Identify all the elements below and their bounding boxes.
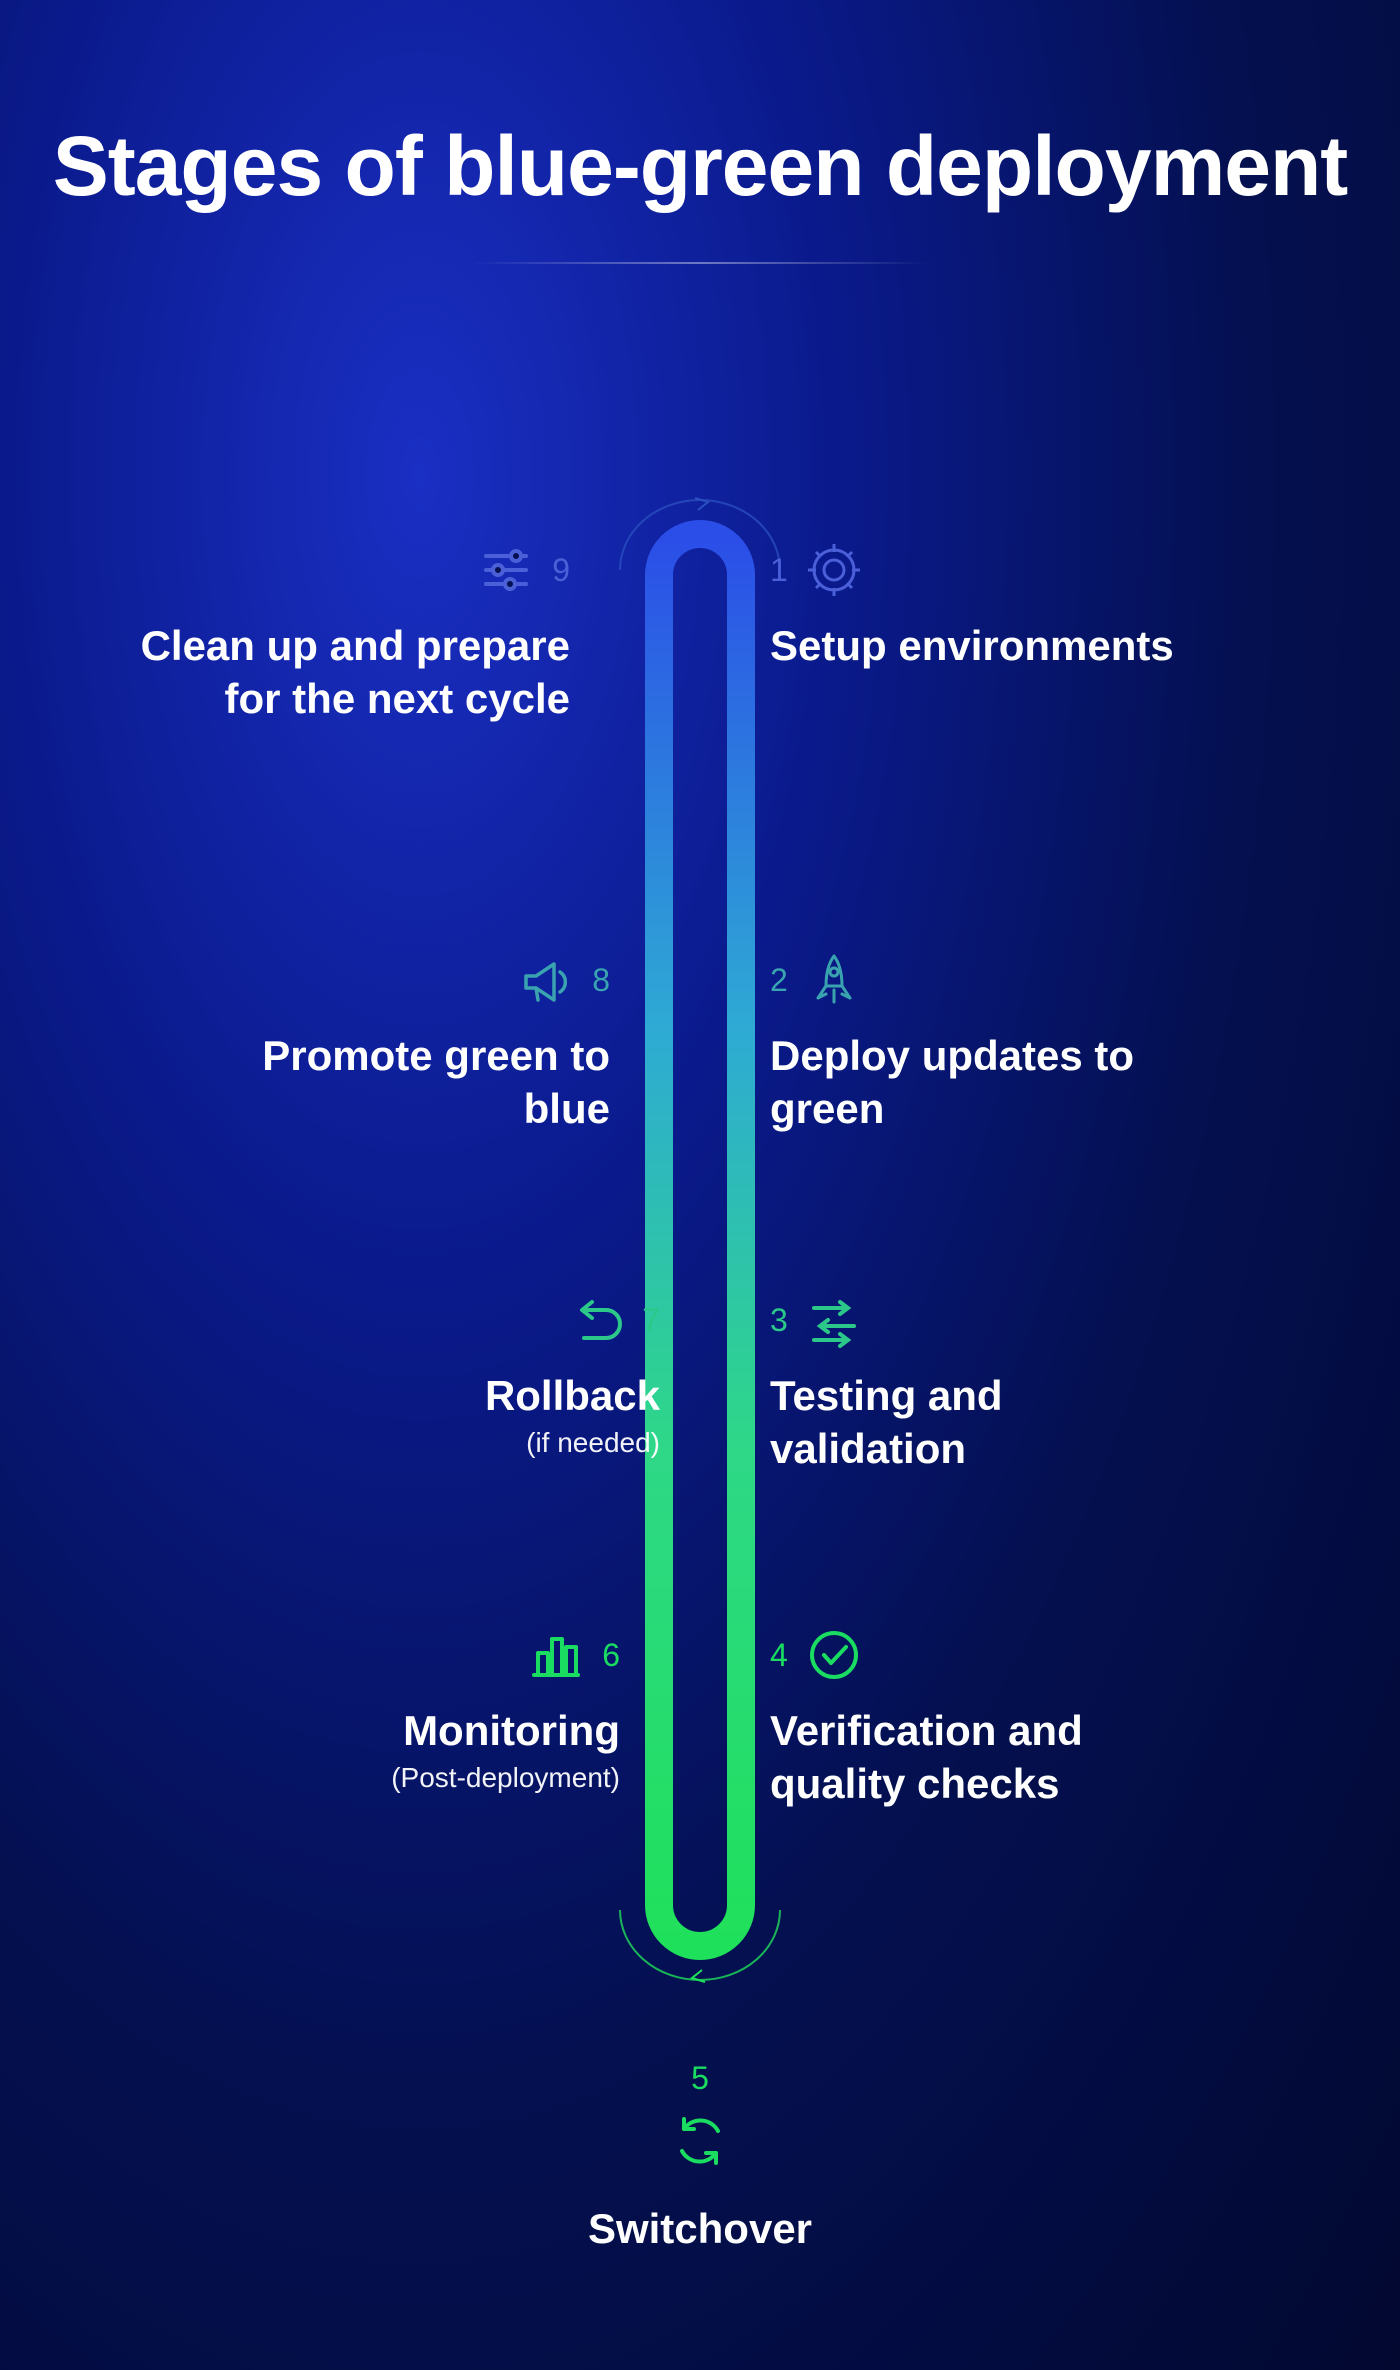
stage-number: 7 [642, 1302, 660, 1339]
stage-4: 4 Verification and quality checks [770, 1625, 1210, 1810]
arrows-icon [804, 1290, 864, 1350]
stage-6: 6 Monitoring (Post-deployment) [180, 1625, 620, 1794]
stage-icon-row: 3 [770, 1290, 864, 1350]
stage-3: 3 Testing and validation [770, 1290, 1210, 1475]
stage-title: Monitoring [403, 1705, 620, 1758]
cycle-icon [670, 2111, 730, 2171]
stage-title: Switchover [588, 2203, 812, 2256]
undo-icon [566, 1290, 626, 1350]
gear-icon [804, 540, 864, 600]
stage-icon-row: 2 [770, 950, 864, 1010]
stage-icon-row: 6 [526, 1625, 620, 1685]
rocket-icon [804, 950, 864, 1010]
stage-title: Setup environments [770, 620, 1174, 673]
stage-5: 5 Switchover [550, 2060, 850, 2256]
track-pill [645, 520, 755, 1960]
stage-icon-row: 5 [670, 2060, 730, 2183]
stage-1: 1 Setup environments [770, 540, 1210, 673]
stage-title: Verification and quality checks [770, 1705, 1210, 1810]
stage-subtitle: (if needed) [526, 1427, 660, 1459]
stage-number: 3 [770, 1302, 788, 1339]
stage-title: Promote green to blue [170, 1030, 610, 1135]
stage-number: 2 [770, 962, 788, 999]
stage-icon-row: 7 [566, 1290, 660, 1350]
stage-8: 8 Promote green to blue [170, 950, 610, 1135]
check-circle-icon [804, 1625, 864, 1685]
stage-number: 8 [592, 962, 610, 999]
sliders-icon [476, 540, 536, 600]
stage-2: 2 Deploy updates to green [770, 950, 1210, 1135]
stage-icon-row: 9 [476, 540, 570, 600]
stage-7: 7 Rollback (if needed) [220, 1290, 660, 1459]
stage-icon-row: 8 [516, 950, 610, 1010]
stage-number: 5 [691, 2060, 709, 2097]
stage-title: Clean up and prepare for the next cycle [130, 620, 570, 725]
stage-title: Rollback [485, 1370, 660, 1423]
stage-9: 9 Clean up and prepare for the next cycle [130, 540, 570, 725]
stage-number: 9 [552, 552, 570, 589]
stage-title: Testing and validation [770, 1370, 1210, 1475]
track-arc-bottom [590, 1900, 810, 2000]
stage-icon-row: 4 [770, 1625, 864, 1685]
title-divider [470, 262, 930, 264]
page-title: Stages of blue-green deployment [0, 0, 1400, 212]
megaphone-icon [516, 950, 576, 1010]
stage-number: 6 [602, 1637, 620, 1674]
stage-number: 4 [770, 1637, 788, 1674]
stage-subtitle: (Post-deployment) [391, 1762, 620, 1794]
stage-number: 1 [770, 552, 788, 589]
stage-title: Deploy updates to green [770, 1030, 1210, 1135]
bars-icon [526, 1625, 586, 1685]
stage-icon-row: 1 [770, 540, 864, 600]
